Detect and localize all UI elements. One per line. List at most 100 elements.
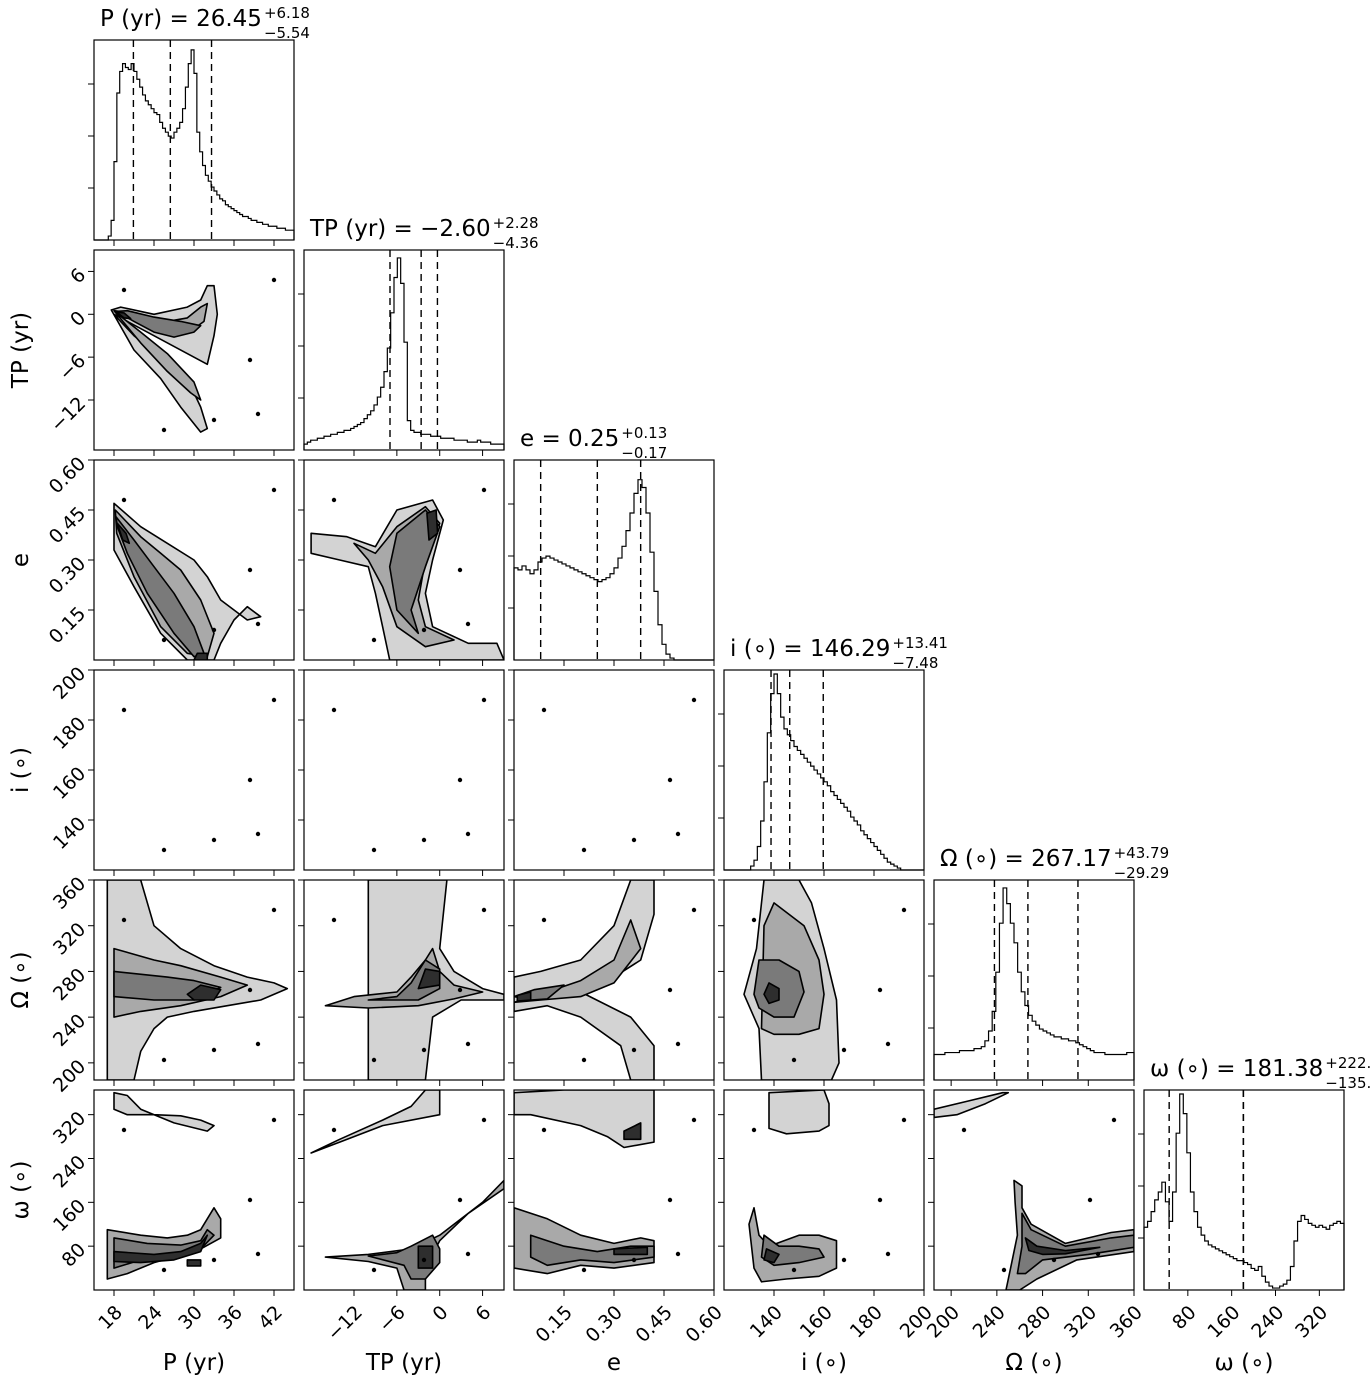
xtick-label-i-1: 160 (796, 1301, 837, 1342)
title-minus-e: −0.17 (621, 444, 667, 462)
density-TP-e (310, 487, 504, 660)
xtick-label-e-3: 0.60 (681, 1301, 726, 1346)
outlier-e-w-0 (541, 1127, 547, 1133)
outlier-TP-e-0 (331, 497, 337, 503)
ytick-label-O-2: 280 (49, 964, 90, 1005)
panel-frame-3-0 (93, 669, 295, 871)
xtick-label-P-3: 36 (214, 1301, 247, 1334)
panel-frame-5-1 (303, 1089, 505, 1291)
outlier-TP-O-1 (457, 987, 463, 993)
density-P-w (106, 1091, 277, 1280)
ytick-label-O-1: 240 (49, 1010, 90, 1051)
outlier-TP-i-3 (421, 837, 427, 843)
outlier-TP-i-0 (331, 707, 337, 713)
title-plus-P: +6.18 (264, 4, 310, 22)
histogram-title-P: P (yr) = 26.45 (100, 6, 262, 32)
contour-e-w-4 (623, 1122, 642, 1141)
contour-TP-O-3 (417, 968, 441, 990)
outlier-P-TP-3 (211, 417, 217, 423)
outlier-TP-i-5 (465, 831, 471, 837)
ytick-label-e-1: 0.30 (45, 553, 90, 598)
panel-frame-5-4 (933, 1089, 1135, 1291)
density-TP-O (324, 880, 504, 1080)
density-i-w (748, 1090, 907, 1283)
outlier-P-O-5 (255, 1041, 261, 1047)
outlier-P-TP-2 (271, 277, 277, 283)
outlier-e-i-0 (541, 707, 547, 713)
density-P-e (113, 487, 277, 660)
xaxis-label-O: Ω (∘) (1005, 1350, 1062, 1376)
xtick-label-TP-3: 6 (471, 1301, 495, 1325)
contour-P-w-4 (186, 1259, 202, 1267)
outlier-P-O-2 (271, 907, 277, 913)
outlier-e-i-3 (631, 837, 637, 843)
ytick-label-i-0: 140 (49, 813, 90, 854)
histogram-e (513, 479, 714, 661)
ytick-label-w-1: 160 (49, 1195, 90, 1236)
contour-e-O-1 (514, 919, 642, 1004)
xtick-label-P-4: 42 (254, 1301, 287, 1334)
outlier-P-TP-5 (255, 411, 261, 417)
outlier-e-w-5 (675, 1251, 681, 1257)
outlier-TP-w-1 (457, 1197, 463, 1203)
outlier-P-O-0 (121, 917, 127, 923)
density-e-O (514, 880, 697, 1080)
outlier-TP-e-3 (421, 627, 427, 633)
outlier-P-i-4 (161, 847, 167, 853)
contour-O-w-0 (934, 1091, 1010, 1119)
outlier-TP-w-3 (421, 1257, 427, 1263)
outlier-e-w-2 (691, 1117, 697, 1123)
density-P-i (117, 697, 277, 1169)
outlier-P-w-5 (255, 1251, 261, 1257)
outlier-TP-O-3 (421, 1047, 427, 1053)
xtick-label-e-1: 0.30 (581, 1301, 626, 1346)
xtick-label-P-0: 18 (94, 1301, 127, 1334)
panel-frame-3-1 (303, 669, 505, 871)
yaxis-label-TP: TP (yr) (8, 312, 34, 389)
outlier-P-w-4 (161, 1267, 167, 1273)
outlier-P-e-3 (211, 627, 217, 633)
contour-P-TP-1 (113, 302, 209, 401)
outlier-e-i-4 (581, 847, 587, 853)
outlier-e-i-1 (667, 777, 673, 783)
panel-frame-3-2 (513, 669, 715, 871)
xtick-label-O-3: 320 (1060, 1301, 1101, 1342)
ytick-label-i-1: 160 (49, 763, 90, 804)
outlier-i-O-0 (751, 917, 757, 923)
contour-P-w-0 (113, 1091, 215, 1132)
outlier-O-w-0 (961, 1127, 967, 1133)
contour-TP-O-2 (367, 959, 441, 1001)
ytick-label-w-3: 320 (49, 1107, 90, 1148)
contour-TP-i-0 (311, 1168, 504, 1169)
ytick-label-w-2: 240 (49, 1151, 90, 1192)
outlier-P-i-2 (271, 697, 277, 703)
xaxis-label-w: ω (∘) (1215, 1350, 1274, 1376)
outlier-i-O-1 (877, 987, 883, 993)
outlier-TP-O-5 (465, 1041, 471, 1047)
yaxis-label-O: Ω (∘) (8, 951, 34, 1008)
outlier-i-O-3 (841, 1047, 847, 1053)
contour-TP-w-0 (310, 1090, 441, 1154)
contour-TP-w-3 (417, 1245, 434, 1269)
contour-P-i-1 (117, 1168, 220, 1169)
density-layer (106, 277, 1134, 1290)
outlier-e-w-4 (581, 1267, 587, 1273)
ytick-label-e-3: 0.60 (45, 453, 90, 498)
ytick-label-TP-1: −6 (55, 350, 90, 385)
outlier-P-i-5 (255, 831, 261, 837)
xtick-label-O-1: 240 (969, 1301, 1010, 1342)
xtick-label-w-2: 240 (1247, 1301, 1288, 1342)
frame-layer (88, 39, 1345, 1296)
outlier-P-TP-1 (247, 357, 253, 363)
xtick-label-O-0: 200 (923, 1301, 964, 1342)
contour-i-w-3 (763, 1248, 780, 1264)
histogram-title-O: Ω (∘) = 267.17 (940, 846, 1112, 872)
xtick-label-P-2: 30 (174, 1301, 207, 1334)
outlier-P-O-3 (211, 1047, 217, 1053)
histogram-title-w: ω (∘) = 181.38 (1150, 1056, 1323, 1082)
title-plus-i: +13.41 (892, 634, 948, 652)
outlier-P-e-1 (247, 567, 253, 573)
outlier-P-w-1 (247, 1197, 253, 1203)
panel-frame-3-3 (723, 669, 925, 871)
density-P-TP (110, 277, 277, 433)
